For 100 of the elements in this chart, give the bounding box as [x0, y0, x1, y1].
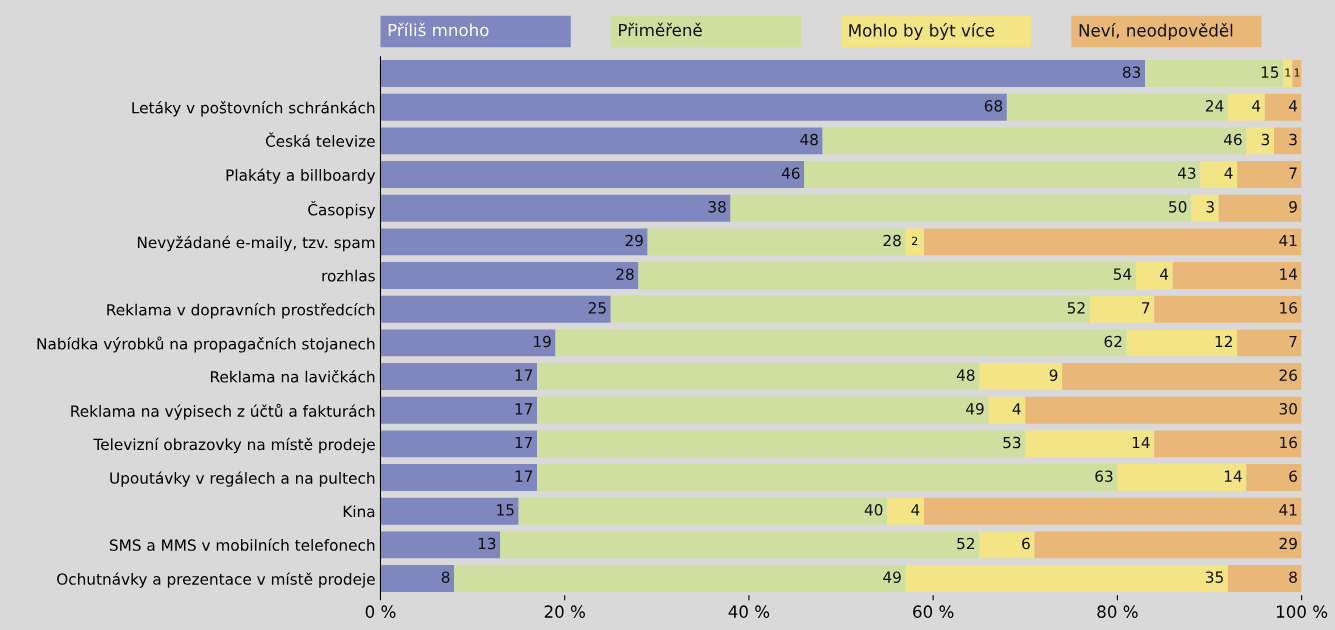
bar — [380, 127, 823, 155]
data-label: 4 — [1224, 167, 1233, 179]
data-label: 4 — [1160, 268, 1169, 280]
data-label: 17 — [515, 470, 533, 482]
bar — [380, 430, 538, 458]
bar — [1227, 565, 1302, 592]
series-label: Příliš mnoho — [388, 22, 489, 37]
data-label: 4 — [1252, 100, 1261, 112]
bar — [454, 565, 906, 592]
data-label: 29 — [625, 234, 643, 247]
data-label: 1 — [1285, 68, 1291, 77]
data-label: 52 — [1067, 302, 1085, 314]
bar — [380, 194, 731, 222]
bar — [380, 93, 1007, 121]
bar — [730, 194, 1192, 222]
data-label: 17 — [515, 369, 533, 381]
data-label: 50 — [1169, 201, 1187, 213]
bar — [1237, 329, 1302, 357]
bar — [1089, 295, 1155, 323]
y-tick-label: Reklama v dopravních prostředcích — [107, 303, 375, 319]
bar — [1227, 93, 1265, 121]
text: Mohlo by být více — [849, 23, 995, 40]
bar — [380, 262, 639, 289]
data-label: 4 — [1288, 100, 1298, 112]
bar — [380, 329, 556, 357]
x-tick-label: 20 % — [544, 605, 585, 618]
y-tick-label: Plakáty a billboardy — [226, 168, 376, 184]
bar — [518, 497, 888, 525]
bar — [380, 161, 805, 188]
bar — [905, 228, 924, 256]
bar — [804, 161, 1201, 188]
x-tick-label: 0 % — [365, 605, 396, 618]
bar — [380, 228, 648, 256]
data-label: 9 — [1289, 201, 1297, 213]
bar — [380, 363, 538, 390]
data-label: 26 — [1279, 369, 1297, 381]
y-tick-label: Kina — [343, 505, 375, 518]
bar — [380, 464, 538, 491]
bar — [1246, 127, 1274, 155]
bar — [1218, 194, 1302, 222]
bar — [1154, 430, 1302, 458]
data-label: 38 — [708, 201, 726, 213]
bar — [555, 329, 1127, 357]
data-label: 28 — [883, 234, 901, 247]
y-tick-label: Nabídka výrobků na propagačních stojanech — [37, 336, 375, 353]
x-tick-label: 60 % — [913, 605, 954, 618]
data-label: 63 — [1095, 470, 1113, 482]
bar — [1145, 60, 1284, 87]
data-label: 7 — [1289, 335, 1297, 348]
bar — [1191, 194, 1219, 222]
bar — [1025, 430, 1155, 458]
bar — [1200, 161, 1238, 188]
data-label: 3 — [1289, 133, 1297, 146]
data-label: 25 — [588, 302, 606, 314]
data-label: 8 — [441, 571, 450, 583]
bar — [1006, 93, 1228, 121]
x-tick-label: 100 % — [1276, 605, 1328, 618]
data-label: 48 — [956, 369, 975, 381]
data-label: 53 — [1003, 436, 1021, 449]
bar — [1264, 93, 1302, 121]
data-label: 83 — [1122, 66, 1141, 78]
data-label: 29 — [1279, 537, 1297, 550]
data-label: 13 — [478, 537, 496, 550]
bar — [1273, 127, 1302, 155]
data-label: 68 — [984, 100, 1003, 112]
y-tick-label: Časopisy — [308, 201, 376, 219]
bar — [923, 497, 1302, 525]
data-label: 15 — [497, 504, 514, 516]
bar — [1034, 531, 1302, 559]
data-label: 1 — [1294, 68, 1300, 77]
data-label: 15 — [1261, 66, 1279, 78]
bar — [380, 396, 538, 424]
y-tick-label: Upoutávky v regálech a na pultech — [110, 471, 375, 487]
bar — [979, 363, 1063, 390]
data-label: 41 — [1279, 234, 1297, 247]
data-label: 6 — [1022, 537, 1030, 550]
bar — [500, 531, 980, 559]
data-label: 49 — [883, 571, 901, 583]
data-label: 9 — [1049, 369, 1058, 381]
data-label: 16 — [1280, 302, 1297, 314]
bar — [380, 60, 1146, 87]
y-tick-label: rozhlas — [322, 269, 375, 282]
bar — [1062, 363, 1302, 390]
data-label: 14 — [1224, 470, 1242, 482]
text: Přiměřeně — [619, 22, 702, 37]
y-tick-label: Česká televize — [265, 132, 375, 147]
data-label: 17 — [515, 436, 533, 449]
bar — [647, 228, 906, 256]
data-label: 49 — [966, 403, 984, 415]
y-tick-label: Reklama na lavičkách — [211, 370, 375, 383]
y-tick-label: SMS a MMS v mobilních telefonech — [109, 538, 375, 551]
bar — [1135, 262, 1173, 289]
data-label: 14 — [1280, 268, 1298, 280]
bar — [1154, 295, 1302, 323]
data-label: 14 — [1132, 436, 1150, 449]
data-label: 3 — [1261, 133, 1270, 146]
bar — [1292, 60, 1302, 87]
text: Neví, neodpověděl — [1079, 23, 1233, 40]
data-label: 52 — [957, 537, 975, 550]
data-label: 2 — [912, 236, 918, 245]
